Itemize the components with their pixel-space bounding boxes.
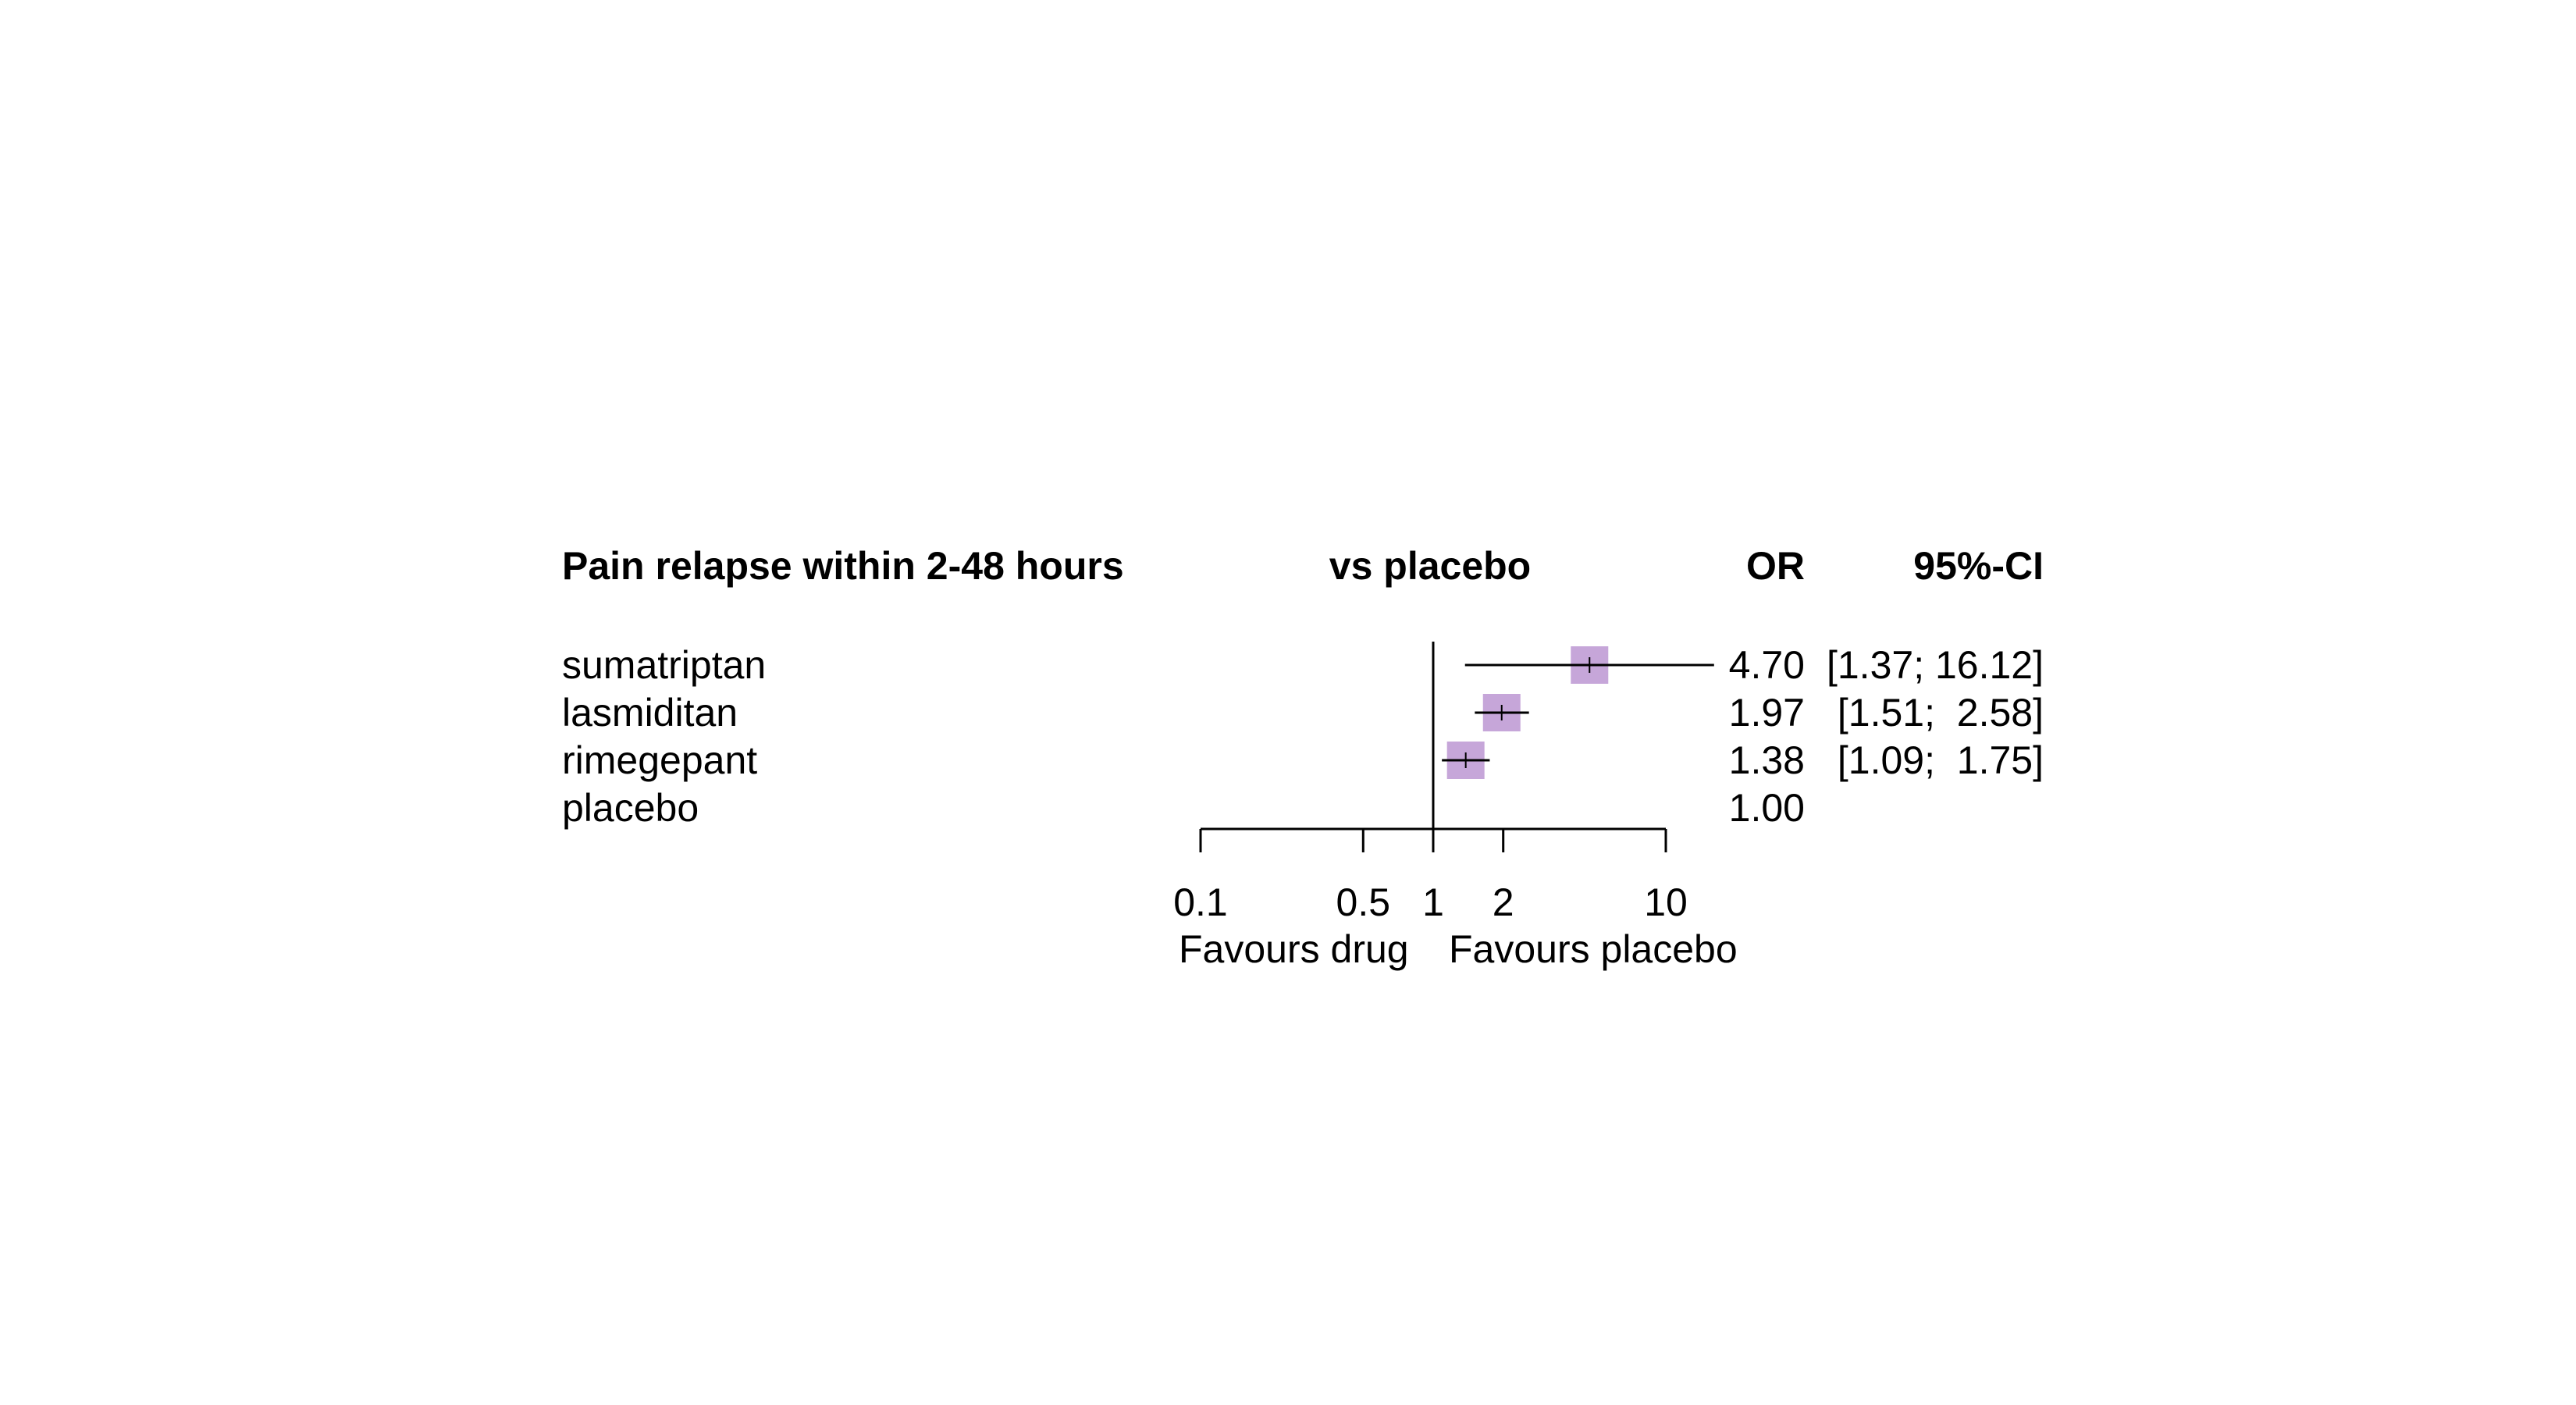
comparison-header: vs placebo [1329,544,1531,588]
favours-placebo-label: Favours placebo [1449,927,1738,971]
study-rows: sumatriptan 4.70 [1.37; 16.12] lasmiditan 1.… [562,643,2044,830]
x-tick-label: 2 [1493,880,1514,924]
or-value-placebo: 1.00 [1729,786,1805,830]
x-tick-label: 1 [1422,880,1444,924]
ci-value-rimegepant: [1.09; 1.75] [1838,738,2044,782]
row-label-lasmiditan: lasmiditan [562,691,738,735]
favours-drug-label: Favours drug [1179,927,1409,971]
or-value-rimegepant: 1.38 [1729,738,1805,782]
x-tick-label: 10 [1644,880,1688,924]
row-label-sumatriptan: sumatriptan [562,643,766,687]
x-tick-label: 0.5 [1336,880,1391,924]
ci-value-lasmiditan: [1.51; 2.58] [1838,691,2044,735]
row-label-placebo: placebo [562,786,699,830]
or-header: OR [1746,544,1805,588]
or-value-sumatriptan: 4.70 [1729,643,1805,687]
ci-header: 95%-CI [1913,544,2044,588]
ci-value-sumatriptan: [1.37; 16.12] [1827,643,2044,687]
plot-title: Pain relapse within 2-48 hours [562,544,1124,588]
row-label-rimegepant: rimegepant [562,738,757,782]
or-value-lasmiditan: 1.97 [1729,691,1805,735]
x-tick-label: 0.1 [1173,880,1228,924]
x-axis: 0.1 0.5 1 2 10 [1173,642,1688,924]
